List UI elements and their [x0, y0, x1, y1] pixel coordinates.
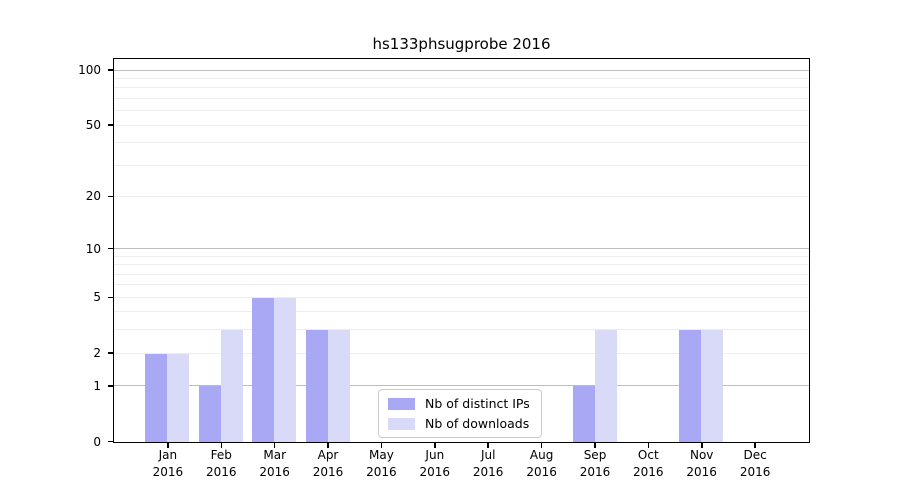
minor-gridline	[114, 164, 809, 166]
bar-downloads	[594, 330, 617, 442]
bar-distinct-ips	[305, 330, 328, 442]
x-axis-tick-label: Nov 2016	[686, 448, 717, 479]
legend-item-distinct-ips: Nb of distinct IPs	[388, 396, 530, 411]
x-axis-tick-label: Apr 2016	[312, 448, 344, 479]
minor-gridline	[114, 97, 809, 99]
x-axis-tick	[167, 443, 169, 448]
y-axis-tick	[108, 385, 113, 387]
x-axis-tick-label: Jul 2016	[472, 448, 504, 479]
x-axis-tick-label: Dec 2016	[739, 448, 771, 479]
x-axis-tick	[594, 443, 596, 448]
legend-swatch-downloads-icon	[388, 417, 415, 430]
y-axis-tick	[108, 247, 113, 250]
y-axis-tick-label: 2	[93, 346, 101, 361]
minor-gridline	[114, 77, 809, 79]
y-axis-tick	[108, 296, 113, 298]
x-axis-tick	[220, 443, 222, 448]
x-axis-tick-label: Mar 2016	[259, 448, 290, 479]
major-gridline	[114, 385, 809, 387]
minor-gridline	[114, 195, 809, 197]
major-gridline	[114, 248, 809, 249]
y-axis-tick	[108, 440, 113, 443]
bar-downloads	[274, 297, 297, 442]
minor-gridline	[114, 329, 809, 331]
y-axis-tick-label: 1	[93, 378, 101, 393]
x-axis-tick	[540, 443, 543, 448]
minor-gridline	[114, 264, 809, 266]
x-axis-tick-label: Jan 2016	[152, 448, 184, 479]
minor-gridline	[114, 255, 809, 257]
bar-distinct-ips	[679, 330, 702, 442]
x-axis-tick	[434, 443, 436, 448]
minor-gridline	[114, 284, 809, 286]
y-axis-tick	[108, 124, 113, 126]
minor-gridline	[114, 296, 809, 298]
bar-distinct-ips	[252, 297, 275, 442]
bar-downloads	[327, 330, 350, 442]
bar-downloads	[701, 330, 724, 442]
y-axis-tick-label: 5	[93, 290, 101, 305]
y-axis-tick-label: 0	[93, 434, 101, 449]
minor-gridline	[114, 142, 809, 144]
plot-area: Nb of distinct IPs Nb of downloads	[113, 58, 810, 443]
x-axis-tick-label: Feb 2016	[206, 448, 237, 479]
legend-label-downloads: Nb of downloads	[425, 416, 530, 431]
legend-item-downloads: Nb of downloads	[388, 416, 530, 431]
chart-title: hs133phsugprobe 2016	[372, 35, 551, 53]
x-axis-tick	[273, 443, 276, 448]
bar-downloads	[167, 353, 190, 442]
legend-label-distinct-ips: Nb of distinct IPs	[425, 396, 530, 411]
y-axis-tick-label: 10	[85, 241, 101, 256]
minor-gridline	[114, 87, 809, 89]
minor-gridline	[114, 273, 809, 275]
minor-gridline	[114, 124, 809, 126]
bar-distinct-ips	[198, 386, 221, 442]
major-gridline	[114, 69, 809, 71]
legend-swatch-distinct-ips-icon	[388, 397, 415, 410]
x-axis-tick-label: May 2016	[366, 448, 397, 479]
minor-gridline	[114, 352, 809, 354]
y-axis-tick	[108, 69, 113, 71]
x-axis-tick	[647, 443, 650, 448]
y-axis-tick-label: 20	[85, 189, 101, 204]
bar-distinct-ips	[572, 386, 595, 442]
x-axis-tick-label: Jun 2016	[419, 448, 451, 479]
y-axis-tick-label: 100	[78, 63, 101, 77]
x-axis-tick	[754, 443, 756, 448]
bar-downloads	[220, 330, 243, 442]
x-axis-tick	[327, 443, 329, 448]
minor-gridline	[114, 311, 809, 313]
x-axis-tick-label: Aug 2016	[526, 448, 557, 479]
x-axis-tick-label: Oct 2016	[633, 448, 664, 479]
y-axis-tick-label: 50	[85, 118, 101, 132]
chart-legend: Nb of distinct IPs Nb of downloads	[378, 389, 542, 438]
x-axis-tick	[701, 443, 703, 448]
minor-gridline	[114, 110, 809, 112]
y-axis-tick	[108, 352, 113, 354]
x-axis-tick	[487, 443, 489, 448]
x-axis-tick	[380, 443, 383, 448]
y-axis-tick	[108, 195, 113, 198]
x-axis-tick-label: Sep 2016	[579, 448, 611, 479]
bar-distinct-ips	[145, 353, 168, 442]
